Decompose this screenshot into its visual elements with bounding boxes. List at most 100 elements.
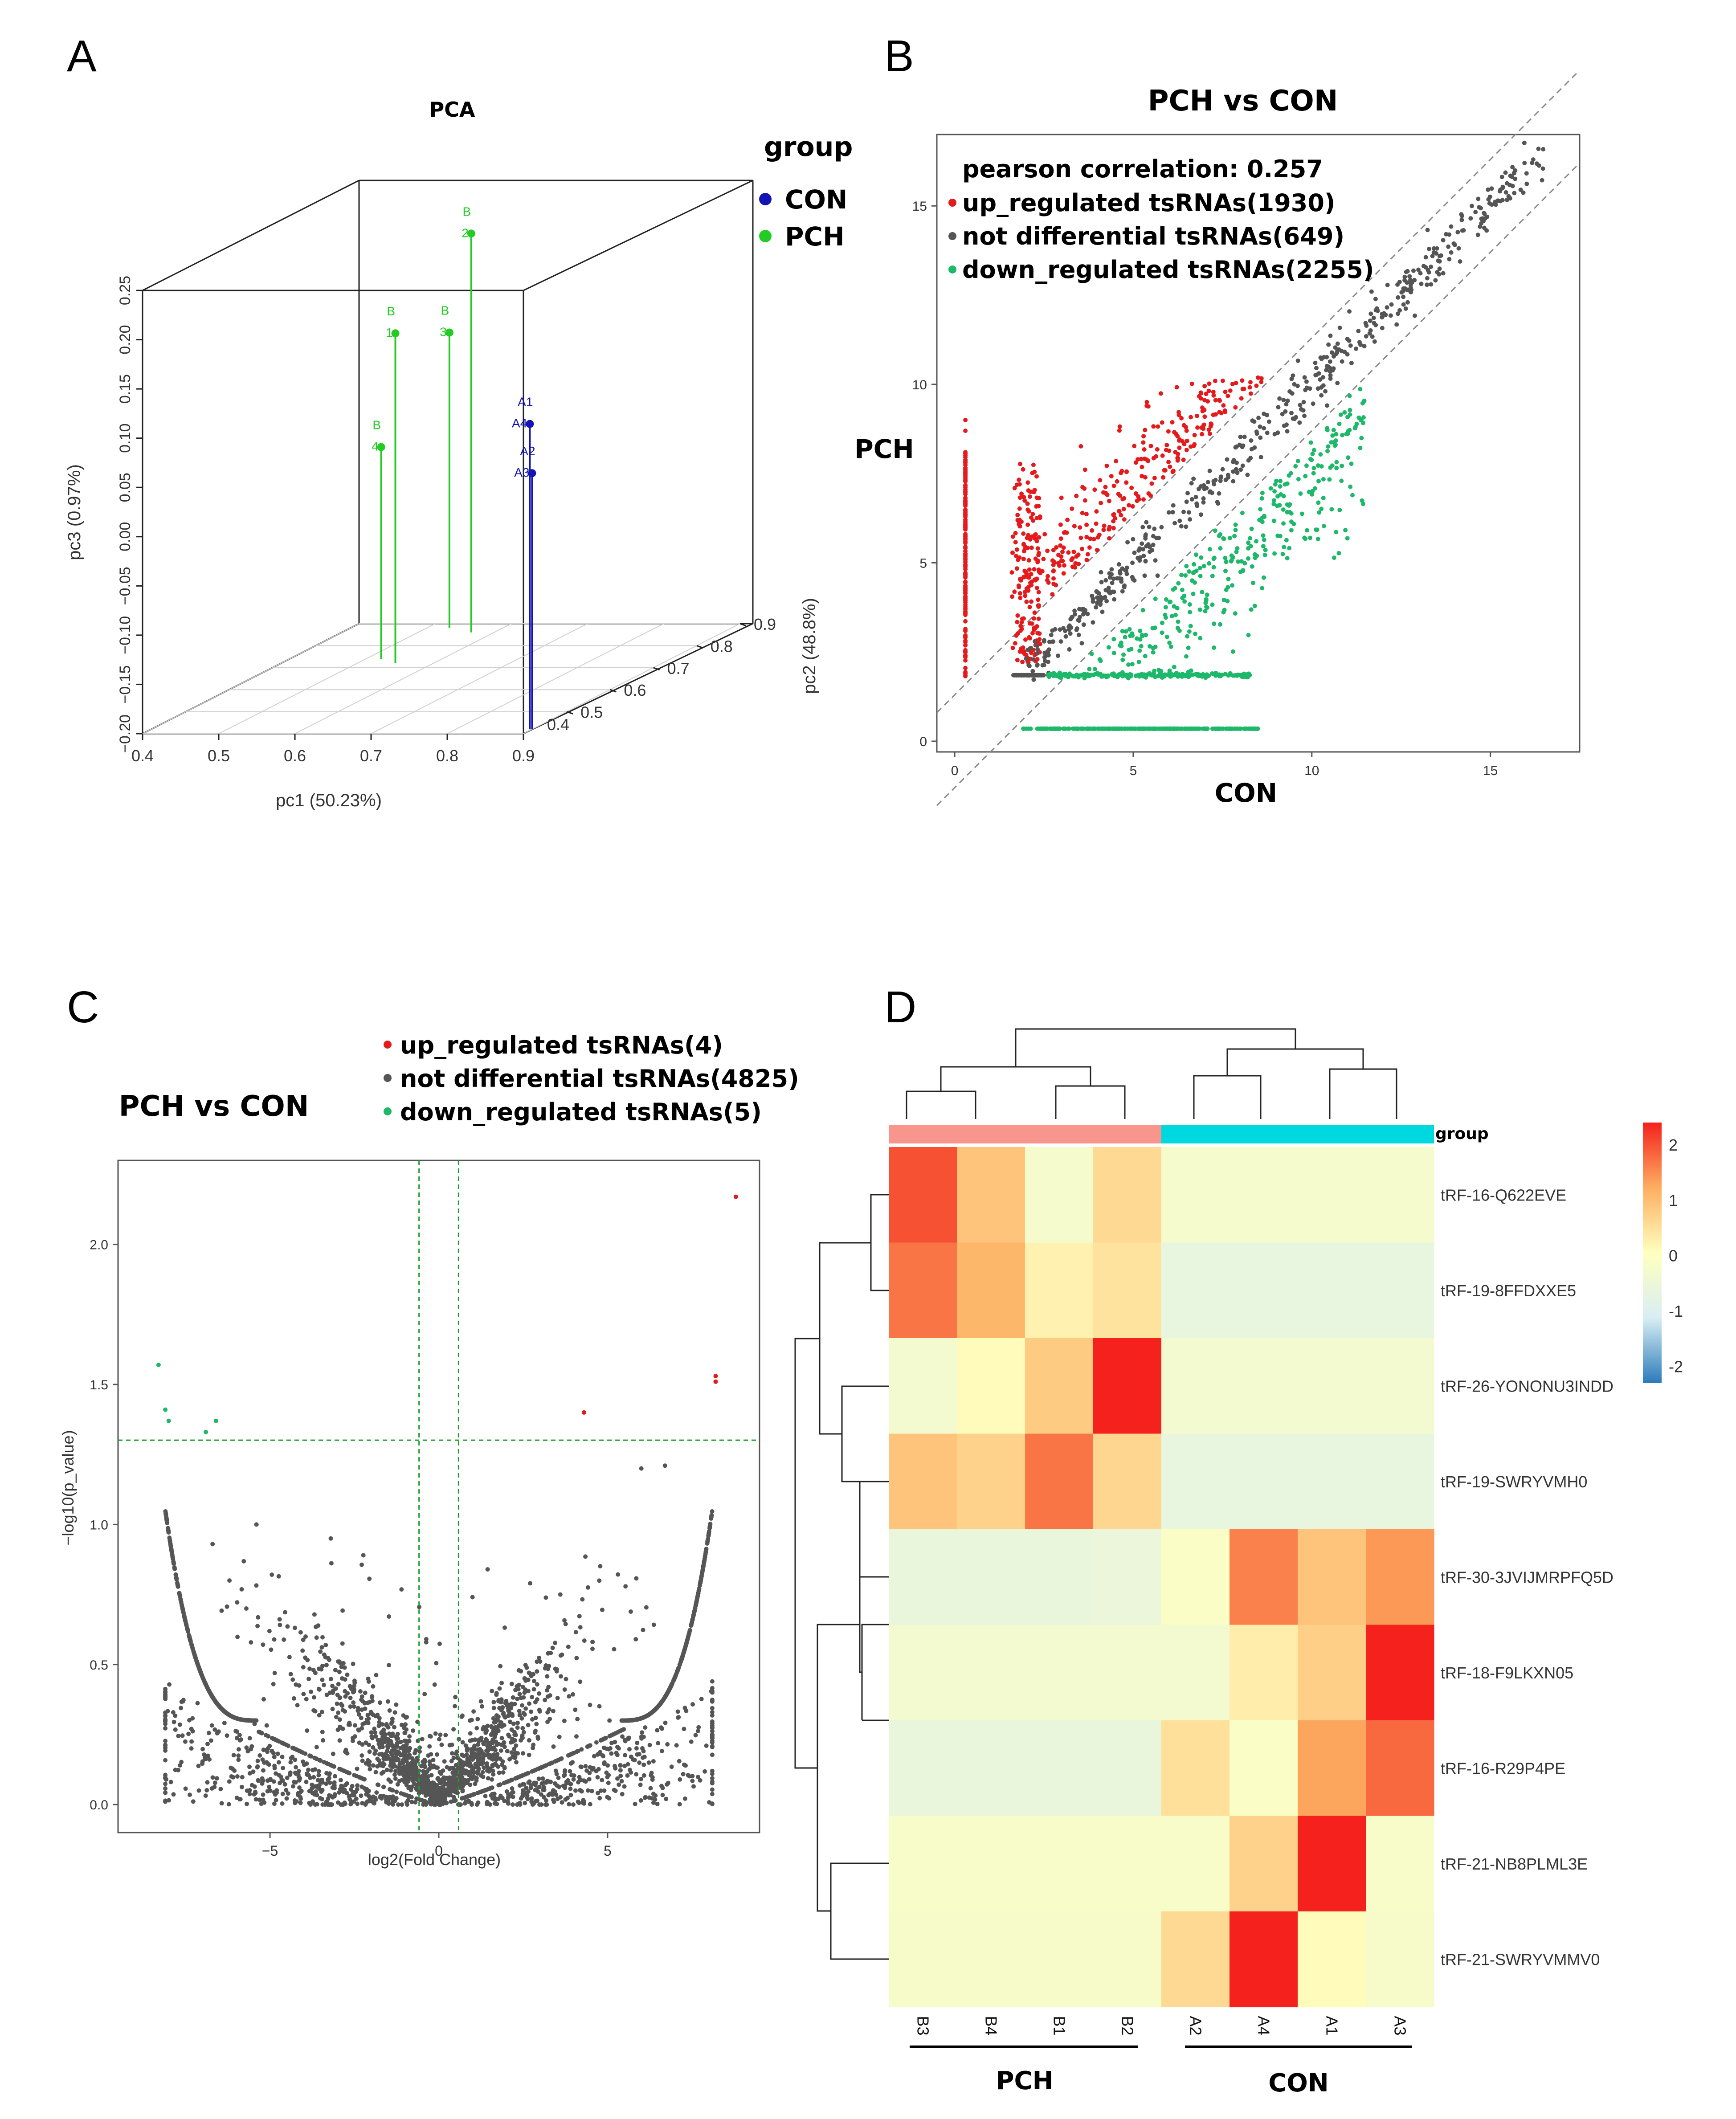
volcano-point bbox=[421, 1784, 426, 1789]
scatter-point bbox=[1222, 408, 1227, 413]
scatter-point bbox=[1348, 484, 1353, 489]
scatter-point bbox=[1061, 571, 1066, 576]
volcano-point bbox=[326, 1656, 331, 1660]
volcano-point bbox=[380, 1722, 385, 1727]
pca-point-label: 1 bbox=[386, 326, 393, 339]
scatter-point bbox=[1177, 445, 1182, 450]
scatter-point bbox=[1261, 544, 1266, 549]
scatter-point bbox=[1242, 726, 1247, 731]
volcano-point bbox=[571, 1692, 575, 1697]
volcano-point bbox=[398, 1739, 403, 1744]
scatter-point bbox=[963, 666, 968, 670]
scatter-point bbox=[1205, 480, 1210, 485]
volcano-point bbox=[305, 1658, 310, 1662]
volcano-point bbox=[401, 1769, 406, 1774]
scatter-point bbox=[1148, 549, 1152, 554]
volcano-point bbox=[684, 1640, 689, 1645]
volcano-point bbox=[376, 1783, 381, 1787]
volcano-point bbox=[602, 1788, 607, 1793]
scatter-point bbox=[1540, 178, 1544, 183]
scatter-point bbox=[1295, 384, 1300, 388]
scatter-point bbox=[1187, 569, 1192, 574]
scatter-point bbox=[1225, 393, 1230, 398]
volcano-point bbox=[262, 1800, 267, 1805]
scatter-point bbox=[1167, 449, 1172, 453]
scatter-point bbox=[1451, 241, 1456, 246]
scatter-point bbox=[1027, 494, 1032, 499]
scatter-point bbox=[1242, 387, 1246, 392]
volcano-point bbox=[387, 1614, 391, 1619]
scatter-point bbox=[1025, 507, 1030, 512]
volcano-point bbox=[505, 1703, 510, 1708]
scatter-legend-label-up: up_regulated tsRNAs(1930) bbox=[962, 189, 1336, 217]
volcano-point bbox=[343, 1689, 347, 1694]
volcano-point bbox=[510, 1786, 515, 1791]
pca-title: PCA bbox=[429, 98, 475, 122]
scatter-point bbox=[1031, 657, 1036, 662]
scatter-point bbox=[1429, 264, 1434, 269]
scatter-point bbox=[1235, 470, 1240, 475]
volcano-point bbox=[163, 1739, 168, 1743]
pca-y-tick bbox=[653, 667, 660, 671]
volcano-point bbox=[640, 1730, 645, 1735]
volcano-point bbox=[234, 1735, 239, 1740]
scatter-point bbox=[1111, 526, 1116, 531]
scatter-point bbox=[1184, 499, 1189, 504]
volcano-point bbox=[278, 1622, 282, 1627]
scatter-point bbox=[1138, 629, 1143, 633]
volcano-point bbox=[318, 1780, 323, 1784]
scatter-point bbox=[1099, 580, 1104, 584]
scatter-point bbox=[1131, 576, 1136, 581]
scatter-point bbox=[1036, 504, 1041, 509]
volcano-point bbox=[710, 1792, 715, 1796]
scatter-point bbox=[1026, 575, 1031, 580]
scatter-point bbox=[1124, 572, 1129, 576]
pca-y-axis: 0.50.60.70.80.90.4 bbox=[547, 615, 776, 734]
volcano-point bbox=[323, 1643, 328, 1647]
pca-ylabel: pc2 (48.8%) bbox=[800, 598, 819, 694]
scatter-point bbox=[1201, 563, 1206, 568]
scatter-point bbox=[1122, 517, 1127, 522]
scatter-point bbox=[1160, 420, 1164, 425]
volcano-point bbox=[710, 1699, 715, 1704]
volcano-point bbox=[191, 1799, 196, 1804]
scatter-point bbox=[1023, 593, 1028, 598]
scatter-point bbox=[1272, 489, 1277, 494]
scatter-point bbox=[1167, 668, 1172, 673]
scatter-point bbox=[1182, 593, 1187, 598]
panel-label-a: A bbox=[67, 31, 97, 81]
volcano-point bbox=[475, 1756, 480, 1760]
volcano-point bbox=[307, 1789, 312, 1793]
volcano-point bbox=[449, 1759, 454, 1764]
volcano-point bbox=[324, 1781, 329, 1786]
scatter-point bbox=[1484, 228, 1489, 233]
scatter-point bbox=[1421, 264, 1426, 269]
scatter-point bbox=[1321, 477, 1326, 482]
volcano-point bbox=[287, 1655, 292, 1660]
scatter-point bbox=[1022, 498, 1027, 503]
pca-point bbox=[467, 229, 475, 238]
volcano-point bbox=[646, 1760, 651, 1765]
scatter-point bbox=[1201, 496, 1206, 501]
volcano-point bbox=[394, 1789, 399, 1794]
scatter-point bbox=[1470, 204, 1474, 208]
volcano-point bbox=[331, 1752, 335, 1756]
volcano-point bbox=[665, 1742, 670, 1747]
volcano-point bbox=[485, 1761, 489, 1766]
volcano-point bbox=[501, 1711, 506, 1716]
scatter-point bbox=[1029, 599, 1034, 604]
volcano-point bbox=[622, 1738, 627, 1743]
volcano-point bbox=[380, 1764, 385, 1768]
volcano-point bbox=[588, 1703, 592, 1707]
volcano-point bbox=[539, 1765, 544, 1770]
volcano-point bbox=[314, 1745, 319, 1750]
volcano-point bbox=[710, 1776, 715, 1780]
scatter-point bbox=[1318, 452, 1323, 457]
volcano-point bbox=[546, 1651, 551, 1656]
scatter-point bbox=[1254, 384, 1259, 388]
scatter-point bbox=[1155, 573, 1160, 578]
volcano-point bbox=[628, 1609, 633, 1614]
volcano-point bbox=[674, 1743, 679, 1748]
scatter-point bbox=[1253, 555, 1258, 560]
volcano-point bbox=[560, 1800, 564, 1805]
